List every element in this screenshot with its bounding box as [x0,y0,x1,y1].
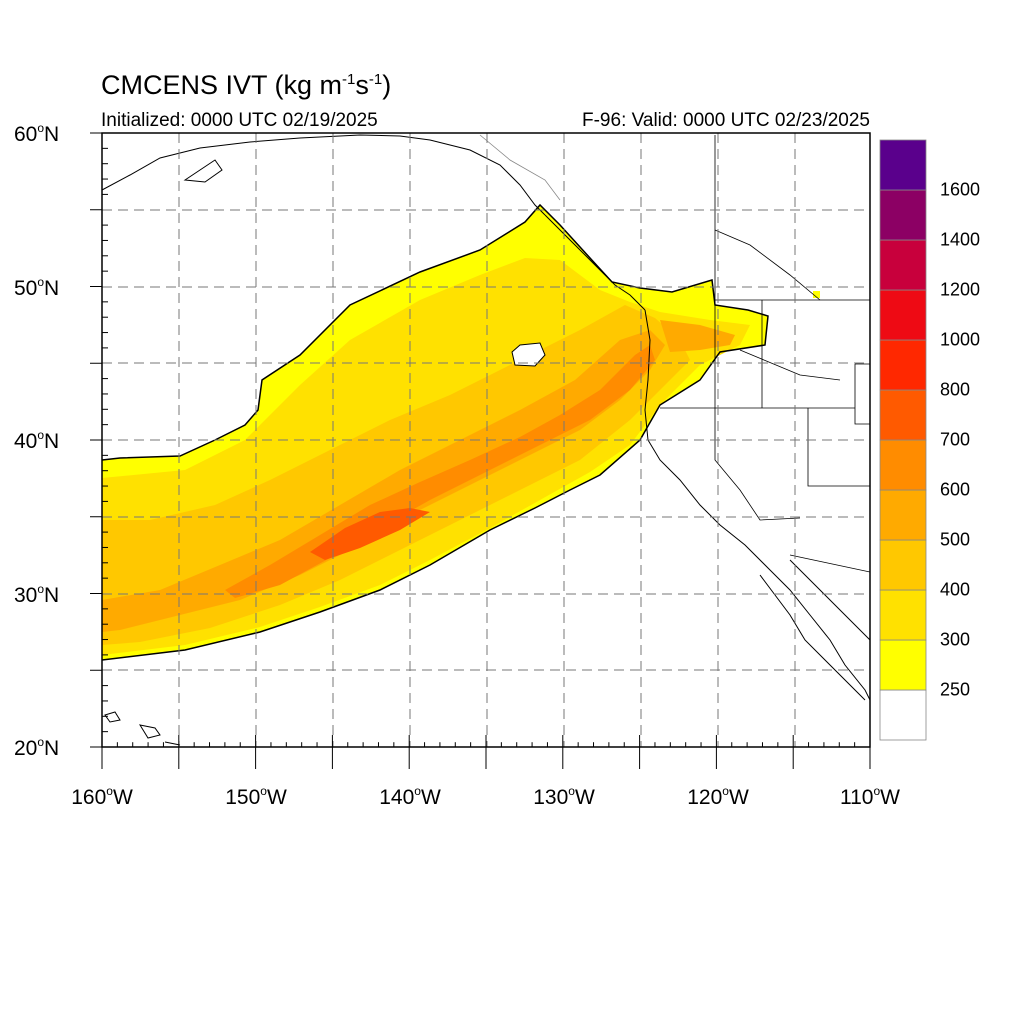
gulf-california [789,559,870,641]
colorbar-swatch [879,589,927,641]
colorbar-label: 1000 [940,329,981,350]
colorbar-label: 1200 [940,279,981,300]
us-west-coast [644,309,870,701]
colorbar [879,139,927,741]
colorbar-swatch [879,489,927,541]
bc-coast [544,214,646,311]
lat-label-20: 20oN [14,735,60,760]
alaska-coast [102,134,546,216]
colorbar-swatch [879,439,927,491]
lon-label-130: 130oW [533,784,595,809]
ivt-hole [511,342,546,367]
colorbar-swatch [879,539,927,591]
lon-label-120: 120oW [687,784,749,809]
map-title: CMCENS IVT (kg m-1s-1) [101,70,392,100]
colorbar-swatch [879,189,927,241]
colorbar-label: 600 [940,479,971,500]
lat-label-30: 30oN [14,582,60,607]
colorbar-label: 800 [940,379,971,400]
hawaii [104,711,181,746]
ivt-band-500 [102,330,665,632]
graticule [102,133,870,747]
colorbar-label: 300 [940,629,971,650]
initialized-label: Initialized: 0000 UTC 02/19/2025 [101,110,378,131]
colorbar-swatch [879,239,927,291]
colorbar-swatch [879,689,927,741]
colorbar-swatch [879,639,927,691]
colorbar-label: 1600 [940,179,981,200]
lat-label-50: 50oN [14,275,60,300]
lon-label-140: 140oW [379,784,441,809]
lat-label-40: 40oN [14,428,60,453]
ivt-band-700 [310,508,430,560]
colorbar-label: 500 [940,529,971,550]
ivt-spot [813,291,820,298]
baja [759,574,866,701]
lon-label-150: 150oW [225,784,287,809]
colorbar-swatch [879,339,927,391]
colorbar-swatch [879,389,927,441]
alaska-islands [183,159,223,183]
colorbar-label: 700 [940,429,971,450]
lon-label-110: 110oW [840,784,900,809]
state-borders [660,135,870,573]
colorbar-swatch [879,289,927,341]
colorbar-label: 400 [940,579,971,600]
axis-ticks [90,132,871,769]
lon-label-160: 160oW [71,784,133,809]
lat-label-60: 60oN [14,121,60,146]
ivt-outline [102,203,769,661]
valid-time-label: F-96: Valid: 0000 UTC 02/23/2025 [582,110,870,131]
country-lines [479,134,561,201]
ivt-field [102,203,820,661]
colorbar-swatch [879,139,927,191]
colorbar-label: 250 [940,679,971,700]
colorbar-label: 1400 [940,229,981,250]
coastlines [102,134,870,746]
ivt-band-inland [660,320,735,352]
